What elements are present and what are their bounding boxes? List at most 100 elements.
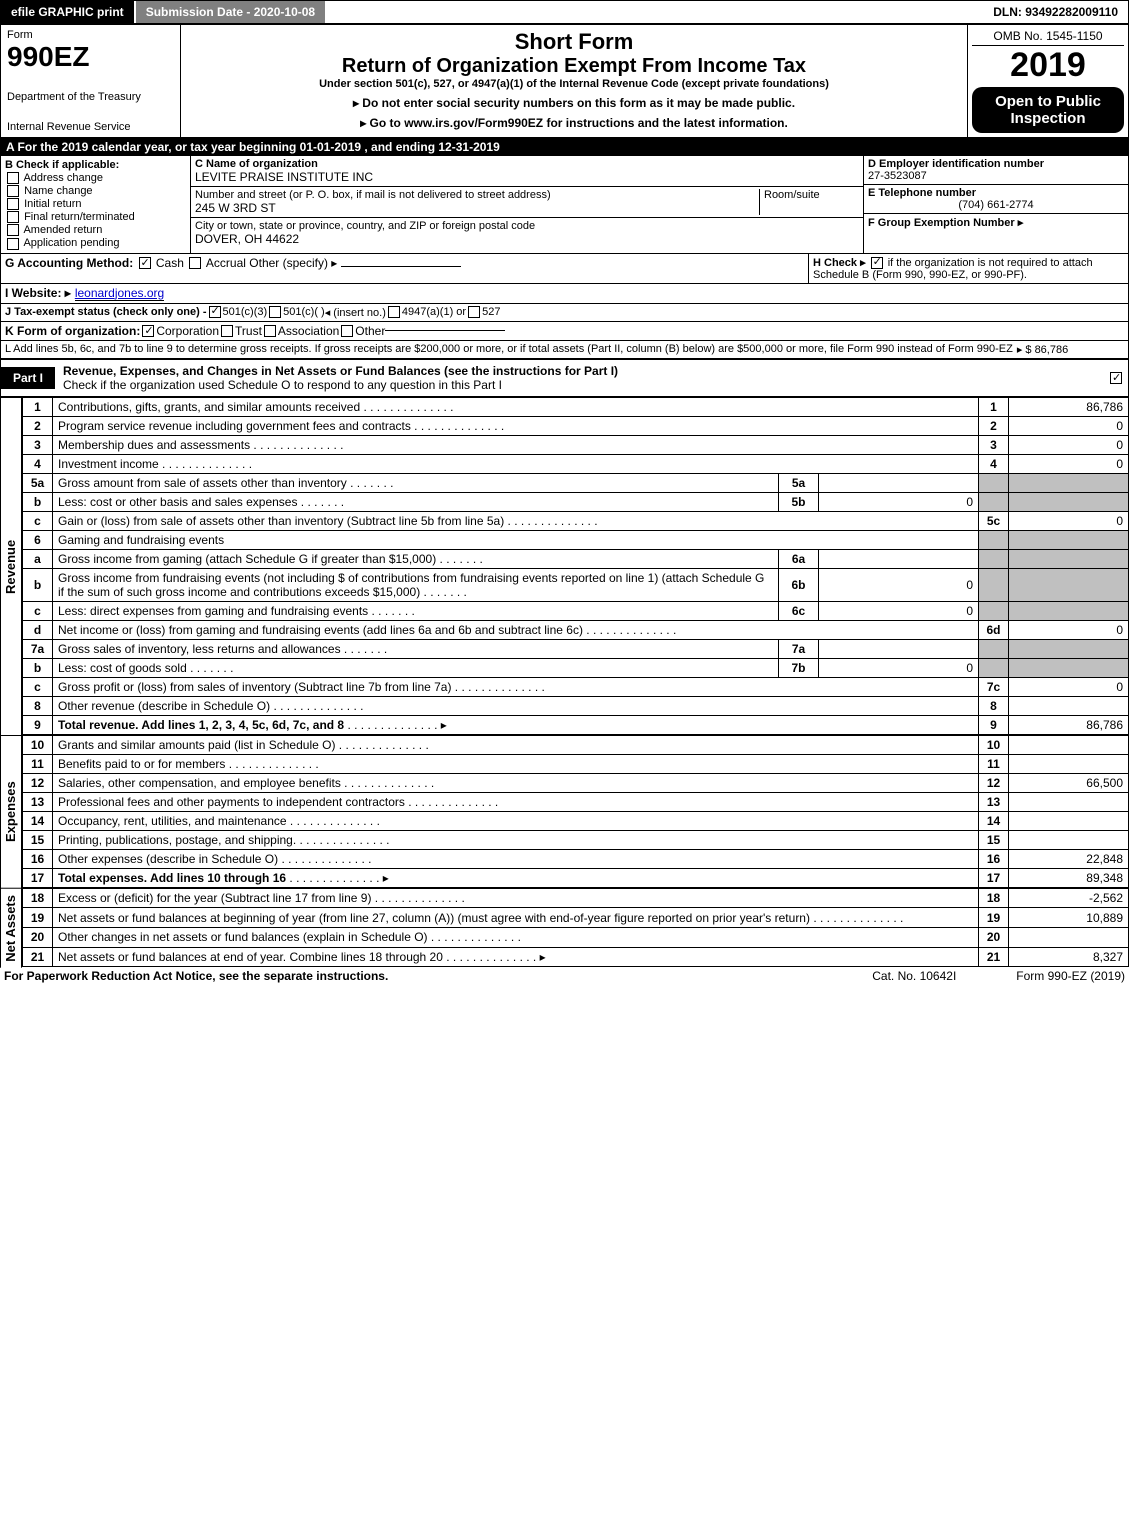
table-row: 2Program service revenue including gover… [23,416,1129,435]
i-label: I Website: ▸ [5,286,71,300]
city-label: City or town, state or province, country… [195,220,859,232]
check-trust[interactable] [221,325,233,337]
revenue-table: 1Contributions, gifts, grants, and simil… [22,397,1129,735]
box-c: C Name of organization LEVITE PRAISE INS… [191,156,863,253]
ein: 27-3523087 [868,170,1124,182]
check-other-org[interactable] [341,325,353,337]
table-row: cGross profit or (loss) from sales of in… [23,677,1129,696]
table-row: 17Total expenses. Add lines 10 through 1… [23,868,1129,887]
tax-year: 2019 [972,46,1124,85]
box-b-label: B Check if applicable: [5,159,186,171]
box-b: B Check if applicable: Address change Na… [1,156,191,253]
street: 245 W 3RD ST [195,201,759,215]
check-initial-return[interactable]: Initial return [5,198,186,210]
g-label: G Accounting Method: [5,256,133,270]
h-label: H Check ▸ [813,257,866,269]
table-row: 11Benefits paid to or for members . . . … [23,754,1129,773]
top-bar: efile GRAPHIC print Submission Date - 20… [0,0,1129,24]
under-section: Under section 501(c), 527, or 4947(a)(1)… [191,78,957,90]
check-501c3[interactable] [209,306,221,318]
table-row: 18Excess or (deficit) for the year (Subt… [23,888,1129,908]
table-row: 16Other expenses (describe in Schedule O… [23,849,1129,868]
submission-date: Submission Date - 2020-10-08 [136,1,325,23]
part1-tag: Part I [1,367,55,389]
table-row: cGain or (loss) from sale of assets othe… [23,511,1129,530]
netassets-table: 18Excess or (deficit) for the year (Subt… [22,888,1129,968]
paperwork-notice: For Paperwork Reduction Act Notice, see … [4,969,388,983]
goto-link[interactable]: ▸ Go to www.irs.gov/Form990EZ for instru… [191,116,957,130]
group-exemption-cell: F Group Exemption Number ▸ [864,214,1128,231]
part1-header: Part I Revenue, Expenses, and Changes in… [0,359,1129,397]
header-left: Form 990EZ Department of the Treasury In… [1,25,181,137]
calendar-year-line: A For the 2019 calendar year, or tax yea… [0,138,1129,156]
line-i: I Website: ▸ leonardjones.org [0,284,1129,304]
table-row: 9Total revenue. Add lines 1, 2, 3, 4, 5c… [23,715,1129,734]
check-address-change[interactable]: Address change [5,172,186,184]
table-row: 21Net assets or fund balances at end of … [23,947,1129,967]
website-link[interactable]: leonardjones.org [75,286,164,301]
form-footer: Form 990-EZ (2019) [1016,969,1125,983]
line-h: H Check ▸ if the organization is not req… [808,254,1128,283]
check-assoc[interactable] [264,325,276,337]
netassets-section: Net Assets 18Excess or (deficit) for the… [0,888,1129,968]
table-row: aGross income from gaming (attach Schedu… [23,549,1129,568]
table-row: bGross income from fundraising events (n… [23,568,1129,601]
table-row: bLess: cost of goods sold . . . . . . .7… [23,658,1129,677]
city-cell: City or town, state or province, country… [191,218,863,248]
l-text: L Add lines 5b, 6c, and 7b to line 9 to … [5,343,1013,355]
f-label: F Group Exemption Number ▸ [868,217,1023,229]
check-4947[interactable] [388,306,400,318]
table-row: 1Contributions, gifts, grants, and simil… [23,397,1129,416]
table-row: bLess: cost or other basis and sales exp… [23,492,1129,511]
expenses-side-label: Expenses [0,735,22,888]
short-form-title: Short Form [191,29,957,55]
phone-cell: E Telephone number (704) 661-2774 [864,185,1128,214]
check-527[interactable] [468,306,480,318]
check-h[interactable] [871,257,883,269]
check-cash[interactable] [139,257,151,269]
table-row: 15Printing, publications, postage, and s… [23,830,1129,849]
line-l: L Add lines 5b, 6c, and 7b to line 9 to … [0,341,1129,359]
addr-label: Number and street (or P. O. box, if mail… [195,189,759,201]
table-row: 12Salaries, other compensation, and empl… [23,773,1129,792]
page-footer: For Paperwork Reduction Act Notice, see … [0,967,1129,985]
part1-title: Revenue, Expenses, and Changes in Net As… [63,360,1108,396]
check-accrual[interactable] [189,257,201,269]
city: DOVER, OH 44622 [195,232,859,246]
box-d-e-f: D Employer identification number 27-3523… [863,156,1128,253]
return-title: Return of Organization Exempt From Incom… [191,55,957,78]
check-final-return[interactable]: Final return/terminated [5,211,186,223]
table-row: dNet income or (loss) from gaming and fu… [23,620,1129,639]
open-inspection: Open to Public Inspection [972,87,1124,133]
k-label: K Form of organization: [5,324,140,338]
table-row: 8Other revenue (describe in Schedule O) … [23,696,1129,715]
check-app-pending[interactable]: Application pending [5,237,186,249]
line-g-h: G Accounting Method: Cash Accrual Other … [0,254,1129,284]
table-row: 10Grants and similar amounts paid (list … [23,735,1129,754]
table-row: 7aGross sales of inventory, less returns… [23,639,1129,658]
org-info-block: B Check if applicable: Address change Na… [0,156,1129,254]
check-501c[interactable] [269,306,281,318]
revenue-side-label: Revenue [0,397,22,735]
efile-print-button[interactable]: efile GRAPHIC print [1,1,136,23]
check-name-change[interactable]: Name change [5,185,186,197]
header-center: Short Form Return of Organization Exempt… [181,25,968,137]
phone: (704) 661-2774 [868,199,1124,211]
cat-no: Cat. No. 10642I [872,969,956,983]
c-label: C Name of organization [195,158,859,170]
line-g: G Accounting Method: Cash Accrual Other … [1,254,808,283]
table-row: 4Investment income . . . . . . . . . . .… [23,454,1129,473]
check-corp[interactable] [142,325,154,337]
table-row: 5aGross amount from sale of assets other… [23,473,1129,492]
table-row: cLess: direct expenses from gaming and f… [23,601,1129,620]
org-name-cell: C Name of organization LEVITE PRAISE INS… [191,156,863,187]
form-word: Form [7,29,174,41]
netassets-side-label: Net Assets [0,888,22,968]
header-right: OMB No. 1545-1150 2019 Open to Public In… [968,25,1128,137]
part1-check[interactable] [1110,372,1122,384]
line-j: J Tax-exempt status (check only one) - 5… [0,304,1129,322]
ein-cell: D Employer identification number 27-3523… [864,156,1128,185]
check-amended[interactable]: Amended return [5,224,186,236]
d-label: D Employer identification number [868,158,1124,170]
ssn-note: ▸ Do not enter social security numbers o… [191,96,957,110]
